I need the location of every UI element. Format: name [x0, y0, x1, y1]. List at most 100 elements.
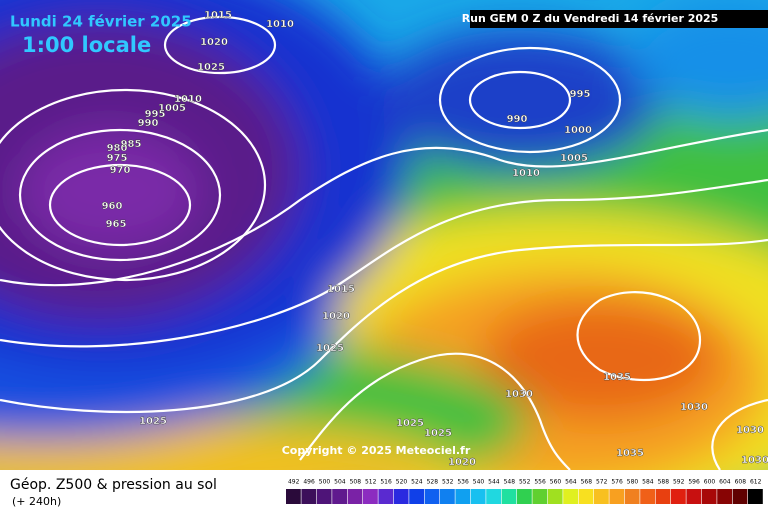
scale-cell	[517, 489, 532, 504]
isobar-label: 1030	[680, 402, 708, 413]
scale-cell	[748, 489, 763, 504]
scale-cell	[609, 489, 625, 504]
footer-subtitle: (+ 240h)	[12, 495, 61, 508]
scale-label: 548	[504, 479, 516, 486]
scale-label: 552	[519, 479, 531, 486]
scale-cell	[470, 489, 486, 504]
isobar-label: 970	[110, 165, 131, 176]
scale-label: 536	[457, 479, 469, 486]
scale-label: 556	[534, 479, 546, 486]
scale-cell	[624, 489, 640, 504]
scale-label: 512	[365, 479, 377, 486]
scale-cell	[332, 489, 347, 504]
scale-cell	[409, 489, 424, 504]
scale-label: 528	[427, 479, 439, 486]
isobar-label: 995	[570, 89, 591, 100]
scale-cell	[347, 489, 363, 504]
scale-label: 596	[688, 479, 700, 486]
isobar-label: 1005	[158, 103, 186, 114]
scale-label: 532	[442, 479, 454, 486]
isobar-label: 1030	[741, 455, 768, 466]
scale-label: 492	[288, 479, 300, 486]
isobar-label: 1010	[512, 168, 540, 179]
scale-label: 600	[704, 479, 716, 486]
run-box	[470, 10, 768, 28]
scale-label: 544	[488, 479, 500, 486]
scale-label: 612	[750, 479, 762, 486]
isobar-label: 1010	[174, 94, 202, 105]
isobar-label: 980	[107, 143, 128, 154]
scale-cell	[378, 489, 394, 504]
scale-label: 588	[658, 479, 670, 486]
scale-label: 584	[642, 479, 654, 486]
isobars	[0, 15, 768, 471]
footer-title: Géop. Z500 & pression au sol	[10, 477, 217, 493]
scale-cell	[717, 489, 732, 504]
scale-label: 504	[334, 479, 346, 486]
isobar-label: 1020	[448, 457, 476, 468]
scale-cell	[671, 489, 686, 504]
isobar-label: 995	[145, 109, 166, 120]
isobar-label: 1025	[396, 418, 424, 429]
isobar-label: 1030	[736, 425, 764, 436]
scale-label: 564	[565, 479, 577, 486]
isobar-label: 1000	[564, 125, 592, 136]
scale-label: 500	[319, 479, 331, 486]
scale-cell	[732, 489, 748, 504]
isobar-label: 990	[138, 118, 159, 129]
scale-label: 516	[380, 479, 392, 486]
isobar-label: 960	[102, 201, 123, 212]
isobar-label: 1015	[204, 10, 232, 21]
scale-cell	[532, 489, 548, 504]
isobar-label: 1025	[197, 62, 225, 73]
isobar-label: 975	[107, 153, 128, 164]
scale-label: 576	[611, 479, 623, 486]
isobar-label: 1015	[327, 284, 355, 295]
scale-cell	[424, 489, 440, 504]
scale-cell	[655, 489, 671, 504]
isobar-label: 1005	[560, 153, 588, 164]
scale-label: 568	[581, 479, 593, 486]
isobar-label: 1025	[139, 416, 167, 427]
isobar-label: 1035	[616, 448, 644, 459]
scale-cell	[286, 489, 301, 504]
isobar-label: 965	[106, 219, 127, 230]
isobar-label: 1020	[200, 37, 228, 48]
scale-cell	[486, 489, 501, 504]
run: Run GEM 0 Z du Vendredi 14 février 2025	[462, 12, 719, 25]
isobar-label: 1010	[266, 19, 294, 30]
scale-label: 496	[303, 479, 315, 486]
scale-label: 508	[350, 479, 362, 486]
isobar-label: 1025	[424, 428, 452, 439]
scale-cell	[640, 489, 655, 504]
scale-cell	[547, 489, 563, 504]
scale-cell	[594, 489, 609, 504]
scale-cell	[701, 489, 717, 504]
scale-label: 608	[735, 479, 747, 486]
date: Lundi 24 février 2025	[10, 13, 192, 31]
scale-cell	[501, 489, 517, 504]
isobar-label: 1020	[322, 311, 350, 322]
copyright: Copyright © 2025 Meteociel.fr	[282, 444, 471, 457]
isobar-label: 990	[507, 114, 528, 125]
isobar-label: 1035	[603, 372, 631, 383]
scale-cell	[563, 489, 578, 504]
scale-cell	[578, 489, 594, 504]
scale-cell	[363, 489, 378, 504]
scale-label: 520	[396, 479, 408, 486]
scale-cell	[301, 489, 317, 504]
scale-cell	[393, 489, 409, 504]
scale-label: 540	[473, 479, 485, 486]
scale-label: 604	[719, 479, 731, 486]
scale-label: 572	[596, 479, 608, 486]
isobar-label: 1030	[505, 389, 533, 400]
scale-label: 524	[411, 479, 423, 486]
time: 1:00 locale	[22, 33, 151, 57]
scale-cell	[455, 489, 471, 504]
scale-label: 592	[673, 479, 685, 486]
isobar-label: 1025	[316, 343, 344, 354]
scale-cell	[316, 489, 332, 504]
scale-cell	[440, 489, 455, 504]
